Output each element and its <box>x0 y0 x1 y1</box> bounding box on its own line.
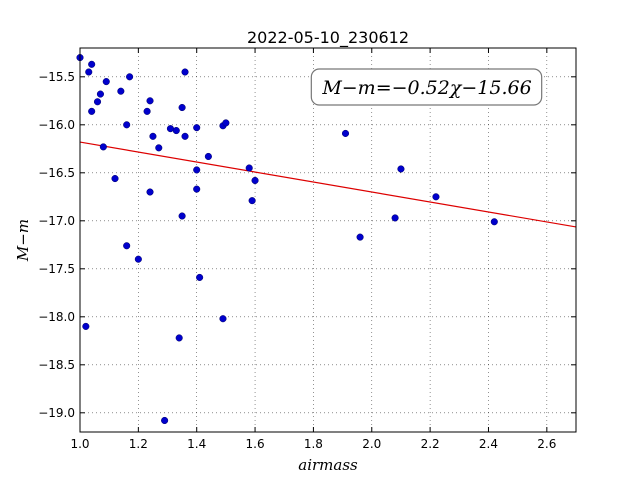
y-tick-label: −16.5 <box>38 166 75 180</box>
fit-equation-frame <box>310 68 543 106</box>
chart-title: 2022-05-10_230612 <box>247 28 409 48</box>
data-point <box>391 214 399 222</box>
data-point <box>397 165 405 173</box>
x-tick-label: 1.0 <box>70 437 89 451</box>
data-point <box>149 132 157 140</box>
data-point <box>146 188 154 196</box>
x-tick-label: 2.4 <box>479 437 498 451</box>
data-point <box>102 78 110 86</box>
data-point <box>117 87 125 95</box>
x-tick-label: 1.6 <box>246 437 265 451</box>
data-point <box>88 60 96 68</box>
x-tick-label: 1.8 <box>304 437 323 451</box>
data-point <box>123 242 131 250</box>
data-point <box>245 164 253 172</box>
data-point <box>219 315 227 323</box>
y-tick-label: −17.5 <box>38 262 75 276</box>
data-point <box>85 68 93 76</box>
data-point <box>172 127 180 135</box>
y-tick-label: −17.0 <box>38 214 75 228</box>
data-point <box>356 233 364 241</box>
data-point <box>196 273 204 281</box>
y-tick-label: −16.0 <box>38 118 75 132</box>
data-point <box>143 107 151 115</box>
x-tick-label: 2.6 <box>537 437 556 451</box>
data-point <box>341 129 350 137</box>
data-point <box>251 176 259 185</box>
data-point <box>146 97 154 105</box>
data-point <box>193 124 201 132</box>
fit-equation-box: M−m=−0.52χ−15.66 <box>310 68 543 106</box>
data-point <box>248 197 256 205</box>
data-point <box>82 322 90 330</box>
data-point <box>181 68 189 76</box>
data-point <box>96 90 104 98</box>
data-point <box>93 98 102 106</box>
data-point <box>193 185 201 193</box>
y-tick-label: −18.5 <box>38 358 75 372</box>
x-tick-label: 2.0 <box>362 437 381 451</box>
data-point <box>204 152 212 161</box>
data-point <box>134 255 142 263</box>
y-tick-label: −15.5 <box>38 70 75 84</box>
data-point <box>123 121 131 129</box>
x-tick-label: 2.2 <box>421 437 440 451</box>
data-point <box>178 212 186 220</box>
fit-line-layer <box>79 141 577 228</box>
axis-ticks: 1.0 1.2 1.4 1.6 1.8 2.0 2.2 2.4 2.6 −15.5 −16.0 −16… <box>38 48 576 451</box>
data-point <box>178 103 186 112</box>
data-point <box>111 175 119 183</box>
data-point <box>155 144 163 152</box>
data-point <box>490 218 498 226</box>
x-tick-label: 1.4 <box>187 437 206 451</box>
data-point <box>99 143 107 151</box>
data-point <box>181 132 189 140</box>
data-point <box>88 107 96 115</box>
fit-equation: M−m=−0.52χ−15.66 <box>321 77 531 99</box>
plot-frame <box>79 47 577 433</box>
data-points <box>76 54 498 425</box>
data-point <box>175 334 183 342</box>
data-point <box>222 119 230 127</box>
data-point <box>126 73 134 81</box>
x-tick-label: 1.2 <box>129 437 148 451</box>
y-axis-label: M−m <box>14 219 32 262</box>
data-point <box>432 193 440 201</box>
y-tick-label: −19.0 <box>38 406 75 420</box>
data-point <box>161 416 169 425</box>
fit-line <box>79 141 577 228</box>
data-point <box>193 166 201 174</box>
grid <box>79 48 576 432</box>
x-axis-label: airmass <box>298 456 358 474</box>
y-tick-label: −18.0 <box>38 310 75 324</box>
